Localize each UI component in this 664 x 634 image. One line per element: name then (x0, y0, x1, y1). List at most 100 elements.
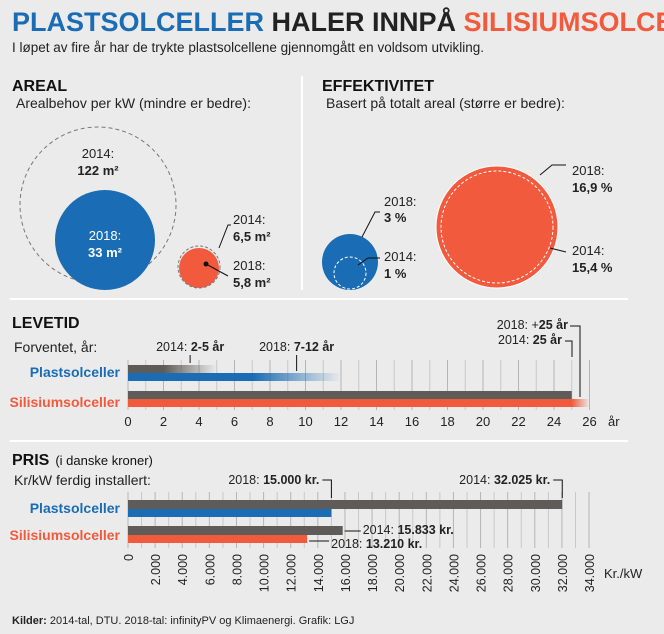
label: 2014: (233, 212, 266, 227)
x-tick-label: 28.000 (502, 554, 516, 592)
x-tick-label: 16 (405, 414, 419, 429)
label: 2018: (233, 258, 266, 273)
bar-plast-2018 (128, 373, 590, 381)
annotation-arrow (570, 325, 581, 397)
x-tick-label: 12.000 (285, 554, 299, 592)
plast-eff-2014-circle (333, 256, 367, 290)
label: 2018: (572, 163, 605, 178)
annotation-value: 15.000 kr. (263, 473, 319, 487)
bar-silisium-2014 (128, 391, 572, 399)
effektivitet-subtitle: Basert på totalt areal (større er bedre)… (326, 95, 565, 111)
x-tick-label: 26.000 (475, 554, 489, 592)
annotation-prefix: 2014: (363, 523, 398, 537)
subtitle: I løpet av fire år har de trykte plastso… (12, 40, 484, 55)
x-tick-label: 24 (547, 414, 561, 429)
annotation: 2014: 15.833 kr. (363, 523, 454, 537)
x-tick-label: 0 (124, 414, 131, 429)
label: 2018: (384, 194, 417, 209)
x-tick-label: 34.000 (583, 554, 597, 592)
bar-silisium-2018 (128, 535, 308, 543)
label: 2014: (82, 146, 115, 161)
x-tick-label: 18.000 (366, 554, 380, 592)
x-tick-label: 4.000 (176, 554, 190, 585)
x-tick-label: 22.000 (420, 554, 434, 592)
annotation: 2018: 15.000 kr. (228, 473, 319, 487)
x-tick-label: 32.000 (556, 554, 570, 592)
annotation: 2018: +25 år (497, 318, 568, 332)
pointer (539, 164, 566, 176)
label: 2014: (572, 243, 605, 258)
x-tick-label: 22 (511, 414, 525, 429)
annotation-value: 25 år (533, 333, 562, 347)
annotation-prefix: 2014: (498, 333, 533, 347)
annotation: 2018: 7-12 år (259, 340, 334, 354)
annotation-prefix: 2014: (459, 473, 494, 487)
x-tick-label: 20.000 (393, 554, 407, 592)
x-tick-label: 12 (334, 414, 348, 429)
annotation: 2014: 2-5 år (156, 340, 224, 354)
x-tick-label: 16.000 (339, 554, 353, 592)
label: 2014: (384, 249, 417, 264)
annotation-value: 2-5 år (191, 340, 224, 354)
value: 3 % (384, 210, 407, 225)
x-tick-label: 10 (298, 414, 312, 429)
effektivitet-heading: EFFEKTIVITET (322, 78, 434, 95)
annotation-prefix: 2018: + (497, 318, 539, 332)
annotation-prefix: 2014: (156, 340, 191, 354)
silisium-areal-2018-circle (179, 248, 219, 288)
annotation-value: 25 år (539, 318, 568, 332)
x-tick-label: 26 (582, 414, 596, 429)
category-label: Plastsolceller (30, 500, 121, 516)
value: 5,8 m² (233, 275, 271, 290)
bar-plast-2014 (128, 365, 590, 373)
annotation-prefix: 2018: (228, 473, 263, 487)
category-label: Silisiumsolceller (10, 527, 121, 543)
bar-plast-2014 (128, 500, 563, 509)
x-tick-label: 8.000 (230, 554, 244, 585)
pointer (218, 224, 231, 249)
x-tick-label: 14 (369, 414, 383, 429)
x-tick-label: 8 (266, 414, 273, 429)
x-tick-label: 6 (231, 414, 238, 429)
x-tick-label: 30.000 (529, 554, 543, 592)
annotation-value: 32.025 kr. (494, 473, 550, 487)
category-label: Silisiumsolceller (10, 394, 121, 410)
annotation-prefix: 2018: (259, 340, 294, 354)
value: 122 m² (77, 163, 119, 178)
levetid-subtitle: Forventet, år: (14, 339, 97, 355)
annotation: 2014: 25 år (498, 333, 562, 347)
category-label: Plastsolceller (30, 364, 121, 380)
bar-plast-2018 (128, 509, 332, 517)
footer: Kilder: 2014-tal, DTU. 2018-tal: infinit… (12, 615, 354, 627)
bar-silisium-2014 (128, 526, 343, 535)
title: PLASTSOLCELLER HALER INNPÅ SILISIUMSOLCE… (12, 6, 664, 37)
areal-heading: AREAL (12, 78, 67, 95)
annotation-value: 13.210 kr. (366, 537, 422, 551)
x-unit: Kr./kW (604, 566, 643, 581)
annotation-prefix: 2018: (331, 537, 366, 551)
annotation-arrow (553, 479, 563, 498)
plast-areal-2018-circle (55, 190, 155, 290)
silisium-areal-2014-circle (177, 245, 221, 289)
value: 1 % (384, 266, 407, 281)
x-tick-label: 2 (160, 414, 167, 429)
x-tick-label: 0 (122, 554, 136, 561)
annotation-value: 15.833 kr. (397, 523, 453, 537)
x-tick-label: 18 (440, 414, 454, 429)
annotation: 2018: 13.210 kr. (331, 537, 422, 551)
value: 6,5 m² (233, 229, 271, 244)
label: 2018: (89, 228, 122, 243)
pointer (361, 211, 380, 238)
bar-silisium-2018 (128, 399, 590, 407)
pointer (357, 257, 380, 266)
x-tick-label: 20 (476, 414, 490, 429)
areal-subtitle: Arealbehov per kW (mindre er bedre): (16, 95, 251, 111)
x-tick-label: 10.000 (258, 554, 272, 592)
pointer (205, 263, 229, 277)
silisium-eff-2018-circle (435, 165, 559, 289)
annotation-arrow (565, 340, 573, 357)
x-unit: år (608, 414, 620, 429)
annotation-arrow (322, 479, 332, 498)
pointer (549, 247, 567, 253)
